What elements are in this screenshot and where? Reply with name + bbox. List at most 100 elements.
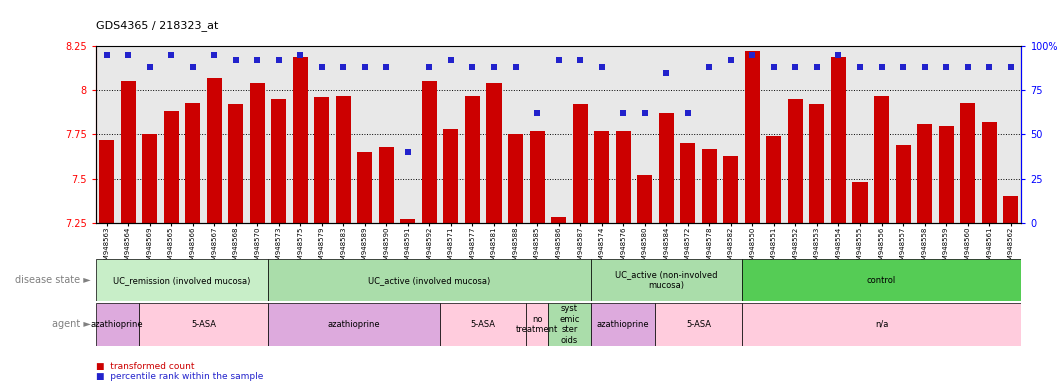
Bar	[702, 149, 717, 223]
Point	[1002, 64, 1019, 70]
Bar	[960, 103, 975, 223]
Point	[443, 57, 460, 63]
Text: disease state ►: disease state ►	[15, 275, 90, 285]
Bar	[616, 131, 631, 223]
Text: control: control	[867, 276, 896, 285]
Point	[163, 52, 180, 58]
Point	[722, 57, 739, 63]
Point	[270, 57, 287, 63]
Bar	[444, 129, 459, 223]
Point	[184, 64, 201, 70]
Bar	[99, 140, 114, 223]
Bar	[206, 78, 221, 223]
Bar	[422, 81, 437, 223]
Point	[313, 64, 330, 70]
Point	[959, 64, 976, 70]
Text: no
treatment: no treatment	[516, 315, 559, 334]
Point	[356, 64, 373, 70]
Bar	[185, 103, 200, 223]
Bar	[530, 131, 545, 223]
Text: syst
emic
ster
oids: syst emic ster oids	[560, 305, 580, 344]
Text: azathioprine: azathioprine	[597, 320, 649, 329]
Bar	[120, 81, 135, 223]
Bar	[548, 303, 591, 346]
Text: UC_remission (involved mucosa): UC_remission (involved mucosa)	[113, 276, 250, 285]
Bar	[896, 145, 911, 223]
Point	[571, 57, 588, 63]
Bar	[572, 104, 587, 223]
Bar	[831, 57, 846, 223]
Bar	[271, 99, 286, 223]
Bar	[591, 303, 655, 346]
Text: UC_active (involved mucosa): UC_active (involved mucosa)	[368, 276, 491, 285]
Bar	[742, 259, 1021, 301]
Bar	[637, 175, 652, 223]
Point	[464, 64, 481, 70]
Bar	[938, 126, 953, 223]
Point	[335, 64, 352, 70]
Bar	[358, 152, 372, 223]
Bar	[982, 122, 997, 223]
Point	[765, 64, 782, 70]
Point	[399, 149, 416, 155]
Bar	[852, 182, 867, 223]
Point	[787, 64, 804, 70]
Point	[872, 64, 890, 70]
Text: UC_active (non-involved
mucosa): UC_active (non-involved mucosa)	[615, 271, 717, 290]
Bar	[591, 259, 742, 301]
Bar	[745, 51, 760, 223]
Point	[615, 110, 632, 116]
Point	[744, 52, 761, 58]
Bar	[810, 104, 825, 223]
Point	[205, 52, 222, 58]
Bar	[508, 134, 523, 223]
Bar	[142, 134, 157, 223]
Point	[421, 64, 438, 70]
Bar	[486, 83, 501, 223]
Point	[249, 57, 266, 63]
Text: 5-ASA: 5-ASA	[190, 320, 216, 329]
Bar	[655, 303, 742, 346]
Bar	[268, 303, 440, 346]
Text: azathioprine: azathioprine	[92, 320, 144, 329]
Bar	[680, 143, 695, 223]
Bar	[465, 96, 480, 223]
Text: n/a: n/a	[875, 320, 888, 329]
Text: ■  transformed count: ■ transformed count	[96, 362, 195, 371]
Point	[142, 64, 159, 70]
Text: 5-ASA: 5-ASA	[470, 320, 496, 329]
Point	[550, 57, 567, 63]
Point	[809, 64, 826, 70]
Point	[851, 64, 868, 70]
Point	[830, 52, 847, 58]
Point	[508, 64, 525, 70]
Bar	[336, 96, 351, 223]
Bar	[379, 147, 394, 223]
Bar	[787, 99, 803, 223]
Text: azathioprine: azathioprine	[328, 320, 381, 329]
Text: agent ►: agent ►	[51, 319, 90, 329]
Point	[228, 57, 245, 63]
Point	[937, 64, 954, 70]
Bar	[164, 111, 179, 223]
Bar	[766, 136, 781, 223]
Bar	[96, 303, 138, 346]
Point	[679, 110, 696, 116]
Text: 5-ASA: 5-ASA	[686, 320, 711, 329]
Point	[593, 64, 610, 70]
Text: ■  percentile rank within the sample: ■ percentile rank within the sample	[96, 372, 263, 381]
Point	[119, 52, 136, 58]
Point	[981, 64, 998, 70]
Text: GDS4365 / 218323_at: GDS4365 / 218323_at	[96, 20, 218, 31]
Point	[378, 64, 395, 70]
Point	[658, 70, 675, 76]
Bar	[742, 303, 1021, 346]
Point	[485, 64, 502, 70]
Point	[98, 52, 115, 58]
Bar	[250, 83, 265, 223]
Point	[636, 110, 653, 116]
Bar	[268, 259, 591, 301]
Point	[292, 52, 309, 58]
Bar	[400, 219, 415, 223]
Bar	[527, 303, 548, 346]
